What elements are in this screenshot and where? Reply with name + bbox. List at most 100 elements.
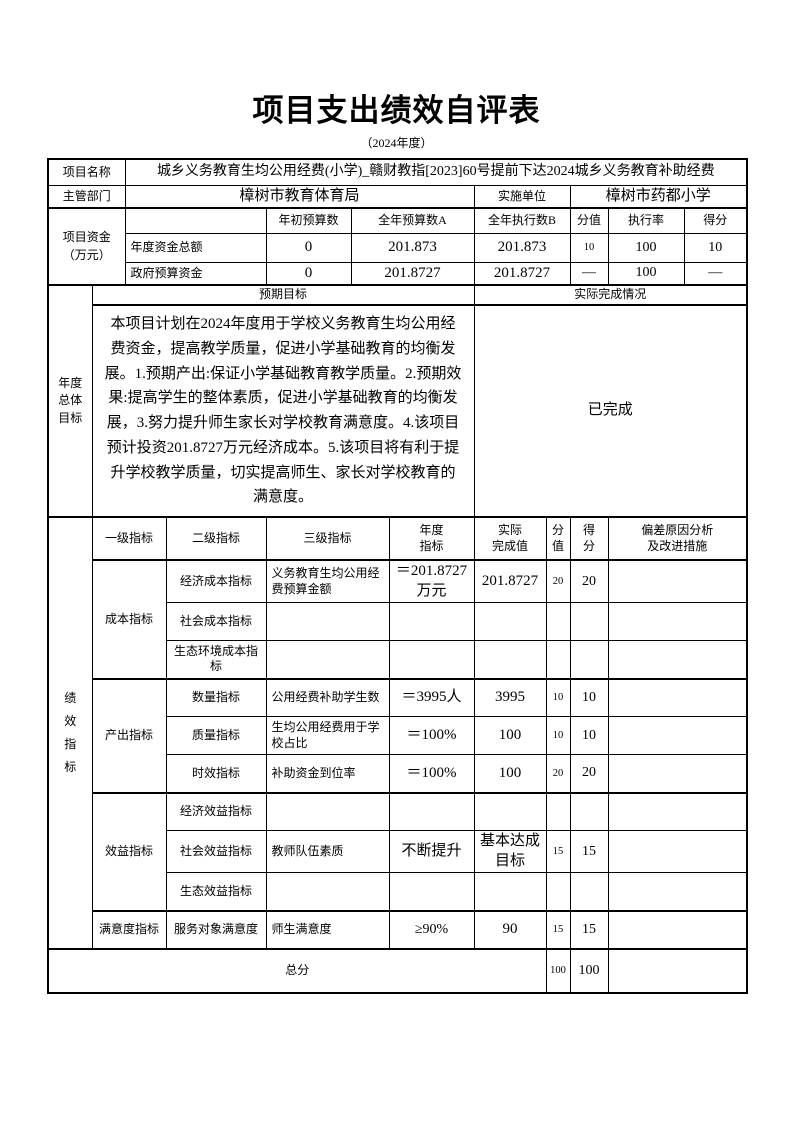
indicator-level3-cell: 生均公用经费用于学校占比 xyxy=(265,716,390,756)
goal-expected-text: 本项目计划在2024年度用于学校义务教育生均公用经费资金，提高教学质量，促进小学… xyxy=(91,304,475,519)
indicator-weight-cell xyxy=(545,792,571,832)
funds-initial-budget: 0 xyxy=(265,232,352,263)
indicator-score-cell: 15 xyxy=(569,830,609,874)
indicator-actual-cell xyxy=(473,640,547,680)
indicator-group-label: 效益指标 xyxy=(91,792,167,912)
indicator-level2-cell: 经济成本指标 xyxy=(165,559,267,604)
indicator-annual-cell: ＝3995人 xyxy=(388,678,475,718)
indicator-level3-cell: 师生满意度 xyxy=(265,910,390,950)
indicator-actual-cell xyxy=(473,792,547,832)
goal-actual-header: 实际完成情况 xyxy=(473,284,748,307)
indicator-actual-cell: 基本达成 目标 xyxy=(473,830,547,874)
indicators-header-annual: 年度 指标 xyxy=(388,516,475,562)
funds-initial-budget: 0 xyxy=(265,261,352,287)
funds-empty-header-cell xyxy=(124,207,267,234)
funds-annual-budget: 201.8727 xyxy=(350,261,475,287)
indicator-level3-cell xyxy=(265,640,390,680)
page-title: 项目支出绩效自评表 xyxy=(252,93,541,128)
funds-header-score: 得分 xyxy=(683,207,748,234)
indicator-score-cell xyxy=(569,792,609,832)
indicator-deviation-cell xyxy=(607,559,748,604)
indicator-level2-cell: 数量指标 xyxy=(165,678,267,718)
indicator-weight-cell: 15 xyxy=(545,910,571,950)
indicator-group-label: 产出指标 xyxy=(91,678,167,794)
indicator-deviation-cell xyxy=(607,716,748,756)
funds-exec-rate: 100 xyxy=(607,261,685,287)
dept-label: 主管部门 xyxy=(47,184,126,210)
indicator-actual-cell: 3995 xyxy=(473,678,547,718)
indicator-score-cell: 20 xyxy=(569,559,609,604)
indicator-deviation-cell xyxy=(607,910,748,950)
self-evaluation-table: 项目名称 城乡义务教育生均公用经费(小学)_赣财教指[2023]60号提前下达2… xyxy=(47,158,749,994)
indicator-weight-cell: 15 xyxy=(545,830,571,874)
indicator-level3-cell xyxy=(265,792,390,832)
indicator-annual-cell: ≥90% xyxy=(388,910,475,950)
funds-weight: — xyxy=(569,261,609,287)
funds-header-weight: 分值 xyxy=(569,207,609,234)
indicator-actual-cell: 100 xyxy=(473,754,547,794)
indicator-annual-cell xyxy=(388,640,475,680)
indicators-header-weight: 分 值 xyxy=(545,516,571,562)
funds-header-annual-budget: 全年预算数A xyxy=(350,207,475,234)
indicators-header-level2: 二级指标 xyxy=(165,516,267,562)
indicator-actual-cell xyxy=(473,602,547,642)
indicator-deviation-cell xyxy=(607,640,748,680)
indicator-annual-cell: ＝201.8727 万元 xyxy=(388,559,475,604)
total-label: 总分 xyxy=(47,948,547,994)
indicator-level2-cell: 质量指标 xyxy=(165,716,267,756)
goal-expected-header: 预期目标 xyxy=(91,284,475,307)
total-weight: 100 xyxy=(545,948,571,994)
project-name-value: 城乡义务教育生均公用经费(小学)_赣财教指[2023]60号提前下达2024城乡… xyxy=(124,158,748,186)
indicator-annual-cell xyxy=(388,792,475,832)
indicator-annual-cell xyxy=(388,602,475,642)
indicator-score-cell: 15 xyxy=(569,910,609,950)
unit-label: 实施单位 xyxy=(473,184,571,210)
funds-header-annual-exec: 全年执行数B xyxy=(473,207,571,234)
indicator-weight-cell xyxy=(545,640,571,680)
indicator-annual-cell xyxy=(388,872,475,912)
funds-weight: 10 xyxy=(569,232,609,263)
funds-annual-exec: 201.8727 xyxy=(473,261,571,287)
funds-header-exec-rate: 执行率 xyxy=(607,207,685,234)
indicator-score-cell: 10 xyxy=(569,716,609,756)
indicator-deviation-cell xyxy=(607,602,748,642)
indicator-score-cell xyxy=(569,872,609,912)
funds-score: 10 xyxy=(683,232,748,263)
funds-score: — xyxy=(683,261,748,287)
indicator-level2-cell: 生态环境成本指标 xyxy=(165,640,267,680)
indicator-deviation-cell xyxy=(607,754,748,794)
indicator-level2-cell: 社会效益指标 xyxy=(165,830,267,874)
indicator-annual-cell: ＝100% xyxy=(388,716,475,756)
indicator-weight-cell xyxy=(545,602,571,642)
indicator-level3-cell xyxy=(265,872,390,912)
indicator-level3-cell: 义务教育生均公用经费预算金额 xyxy=(265,559,390,604)
indicator-score-cell: 20 xyxy=(569,754,609,794)
indicators-header-deviation: 偏差原因分析 及改进措施 xyxy=(607,516,748,562)
indicator-score-cell xyxy=(569,602,609,642)
indicator-actual-cell xyxy=(473,872,547,912)
total-score: 100 xyxy=(569,948,609,994)
indicator-level2-cell: 服务对象满意度 xyxy=(165,910,267,950)
funds-row-label: 政府预算资金 xyxy=(124,261,267,287)
funds-section-label: 项目资金 （万元） xyxy=(47,207,126,287)
indicator-actual-cell: 90 xyxy=(473,910,547,950)
indicator-annual-cell: ＝100% xyxy=(388,754,475,794)
indicator-weight-cell xyxy=(545,872,571,912)
dept-value: 樟树市教育体育局 xyxy=(124,184,475,210)
indicators-header-level3: 三级指标 xyxy=(265,516,390,562)
indicators-section-label: 绩 效 指 标 xyxy=(47,516,93,950)
indicator-level3-cell xyxy=(265,602,390,642)
indicator-level2-cell: 社会成本指标 xyxy=(165,602,267,642)
indicators-header-actual: 实际 完成值 xyxy=(473,516,547,562)
indicator-level3-cell: 补助资金到位率 xyxy=(265,754,390,794)
indicator-score-cell xyxy=(569,640,609,680)
goal-section-label: 年度 总体 目标 xyxy=(47,284,93,519)
indicator-actual-cell: 201.8727 xyxy=(473,559,547,604)
project-name-label: 项目名称 xyxy=(47,158,126,186)
indicator-weight-cell: 20 xyxy=(545,559,571,604)
unit-value: 樟树市药都小学 xyxy=(569,184,748,210)
indicator-deviation-cell xyxy=(607,830,748,874)
indicator-level3-cell: 公用经费补助学生数 xyxy=(265,678,390,718)
funds-annual-budget: 201.873 xyxy=(350,232,475,263)
